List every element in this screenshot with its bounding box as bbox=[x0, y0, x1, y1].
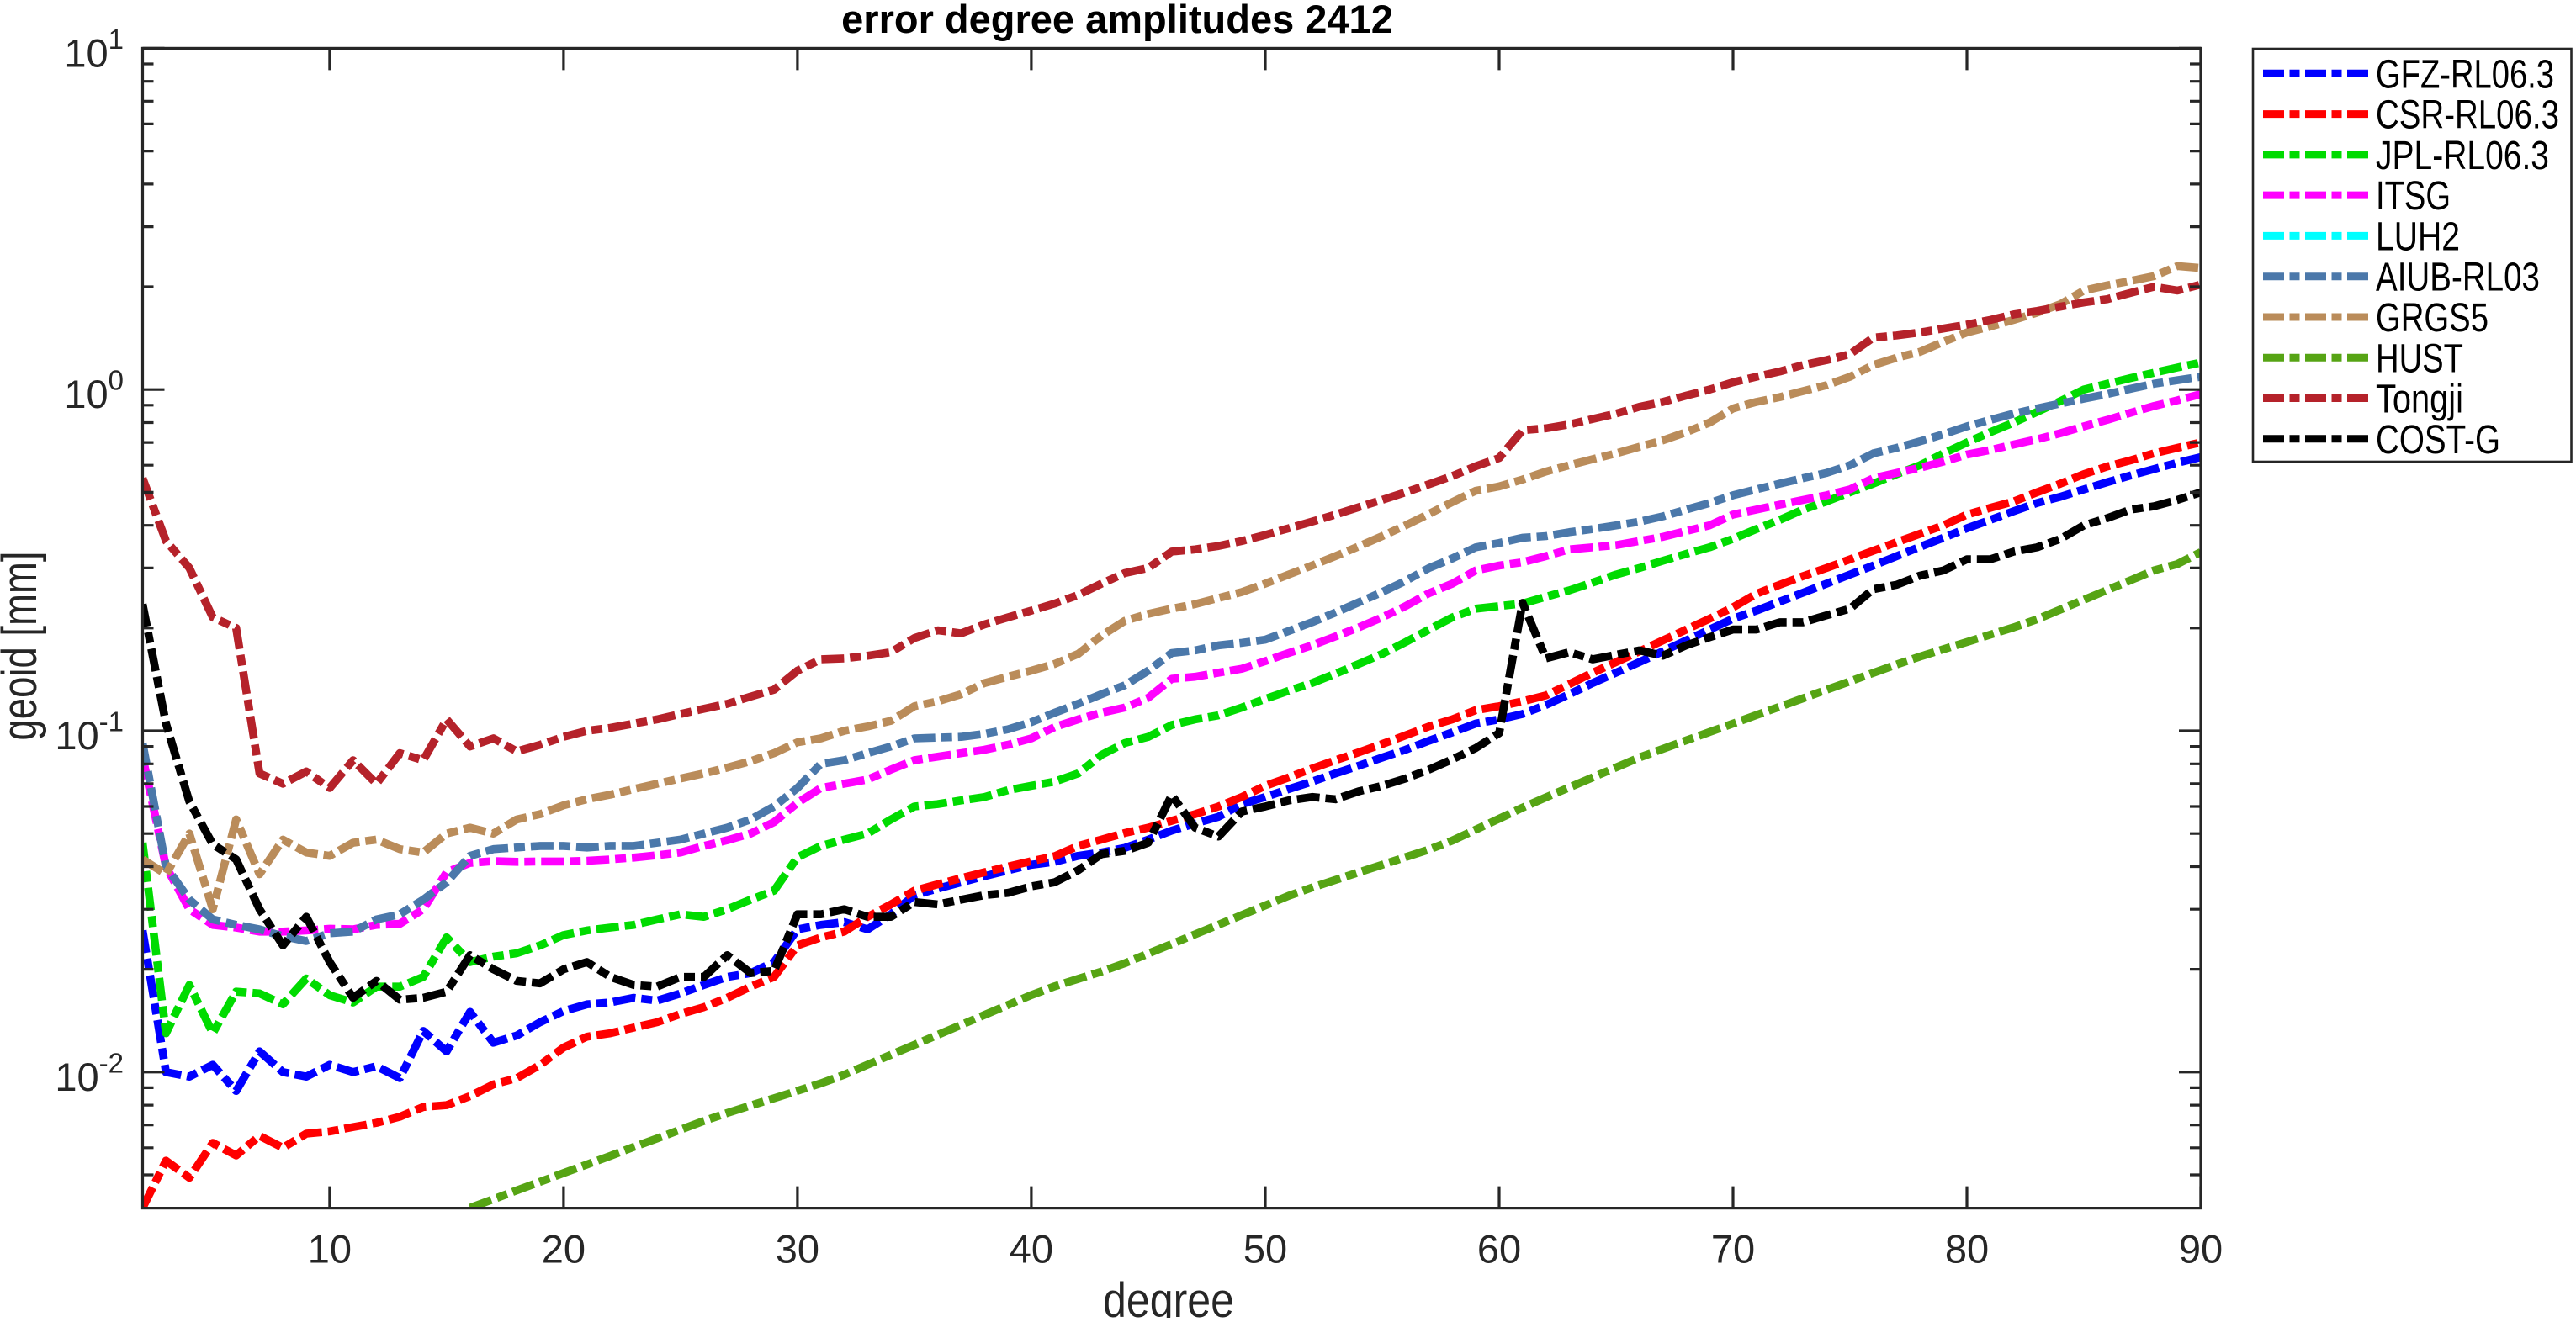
svg-text:GFZ-RL06.3: GFZ-RL06.3 bbox=[2376, 52, 2554, 97]
svg-text:COST-G: COST-G bbox=[2376, 418, 2500, 463]
svg-text:HUST: HUST bbox=[2376, 336, 2463, 381]
svg-text:geoid [mm]: geoid [mm] bbox=[0, 552, 47, 741]
svg-text:LUH2: LUH2 bbox=[2376, 214, 2460, 259]
svg-text:ITSG: ITSG bbox=[2376, 174, 2451, 219]
svg-text:20: 20 bbox=[542, 1227, 586, 1272]
svg-text:50: 50 bbox=[1243, 1227, 1287, 1272]
svg-text:70: 70 bbox=[1711, 1227, 1755, 1272]
svg-text:error degree amplitudes 2412: error degree amplitudes 2412 bbox=[841, 0, 1393, 41]
svg-text:degree: degree bbox=[1103, 1273, 1234, 1318]
svg-text:Tongji: Tongji bbox=[2376, 378, 2463, 422]
svg-text:80: 80 bbox=[1945, 1227, 1989, 1272]
svg-text:CSR-RL06.3: CSR-RL06.3 bbox=[2376, 93, 2559, 138]
svg-text:60: 60 bbox=[1477, 1227, 1521, 1272]
svg-text:AIUB-RL03: AIUB-RL03 bbox=[2376, 256, 2540, 300]
svg-text:40: 40 bbox=[1010, 1227, 1053, 1272]
svg-text:30: 30 bbox=[776, 1227, 819, 1272]
svg-text:10: 10 bbox=[308, 1227, 352, 1272]
svg-text:90: 90 bbox=[2179, 1227, 2223, 1272]
svg-text:JPL-RL06.3: JPL-RL06.3 bbox=[2376, 134, 2549, 178]
svg-text:GRGS5: GRGS5 bbox=[2376, 296, 2489, 341]
